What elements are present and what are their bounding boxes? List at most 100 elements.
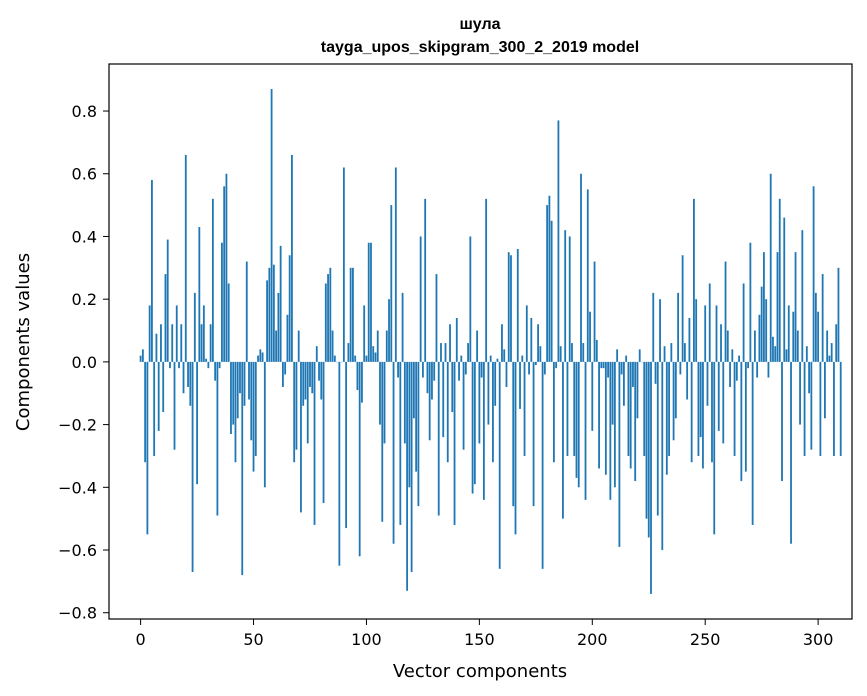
bar [406, 361, 409, 591]
bar [164, 274, 167, 362]
bar [521, 355, 524, 362]
bar [805, 346, 808, 362]
bar [322, 361, 325, 503]
bar-series [139, 89, 842, 594]
x-tick-label: 200 [577, 630, 608, 649]
bar [826, 330, 829, 362]
bar [272, 264, 275, 362]
bar [141, 349, 144, 362]
bar [625, 355, 628, 362]
bar [785, 349, 788, 362]
bar [403, 361, 406, 444]
bar [464, 361, 467, 375]
bar [812, 186, 815, 362]
bar [833, 361, 835, 456]
bar [218, 361, 221, 369]
bar [482, 361, 485, 500]
bar [309, 361, 311, 387]
bar [431, 361, 433, 400]
bar [801, 230, 804, 362]
bar [182, 361, 185, 394]
bar [817, 311, 820, 362]
bar [324, 283, 327, 362]
bar [428, 361, 431, 441]
bar [747, 361, 750, 369]
bar [584, 361, 587, 500]
bar [349, 267, 352, 362]
bar [426, 361, 429, 394]
bar [620, 361, 623, 375]
bar [652, 292, 655, 362]
x-tick-label: 50 [243, 630, 263, 649]
bar [695, 299, 698, 362]
bar [460, 355, 463, 362]
bar [672, 361, 675, 441]
bar [706, 361, 709, 406]
bar [767, 361, 770, 378]
bar [266, 280, 268, 362]
bar [333, 355, 336, 362]
bar [604, 361, 607, 475]
bar [169, 361, 171, 369]
bar [562, 361, 564, 519]
bar [449, 324, 451, 362]
bar [291, 154, 293, 362]
bar [446, 361, 449, 463]
bar [453, 361, 456, 525]
x-tick-label: 100 [351, 630, 382, 649]
bar [600, 361, 603, 369]
bar [157, 361, 160, 431]
bar [577, 361, 580, 488]
bar [722, 361, 725, 444]
bar [376, 330, 379, 362]
chart-subtitle: tayga_upos_skipgram_300_2_2019 model [321, 39, 639, 56]
bar [593, 261, 596, 362]
bar [444, 343, 447, 362]
bar [489, 355, 492, 362]
bar [315, 346, 318, 362]
bar [155, 333, 158, 362]
bar [744, 361, 747, 472]
bar [557, 120, 560, 362]
bar [679, 361, 682, 375]
chart-title: шула [459, 16, 500, 33]
bar [458, 361, 460, 381]
bar [803, 361, 806, 456]
bar [525, 305, 528, 362]
bar [496, 358, 499, 362]
bar [571, 343, 573, 362]
bar [338, 361, 341, 566]
bar [277, 292, 280, 362]
bar [735, 361, 738, 381]
bar [440, 343, 442, 362]
bar [636, 361, 639, 419]
y-tick-label: −0.6 [58, 541, 97, 560]
bar [211, 198, 214, 362]
bar [516, 249, 519, 362]
bar [275, 330, 278, 362]
bar [295, 361, 298, 450]
bar [153, 361, 156, 456]
bar [756, 361, 759, 378]
bar [828, 355, 831, 362]
bar [361, 361, 363, 403]
bar [699, 361, 702, 438]
bar [424, 198, 427, 362]
bar [202, 305, 205, 362]
bar [539, 346, 542, 362]
bar [781, 361, 783, 482]
bar [254, 361, 257, 456]
bar [693, 198, 695, 362]
bar [422, 361, 424, 378]
bar [455, 317, 458, 362]
bar [528, 361, 530, 375]
bar [550, 220, 553, 362]
bar [573, 361, 576, 456]
bar [772, 336, 774, 362]
bar [200, 324, 203, 362]
bar [419, 236, 422, 362]
bar [713, 361, 716, 535]
bar [830, 343, 833, 362]
bar [385, 330, 388, 362]
bar [390, 205, 393, 362]
